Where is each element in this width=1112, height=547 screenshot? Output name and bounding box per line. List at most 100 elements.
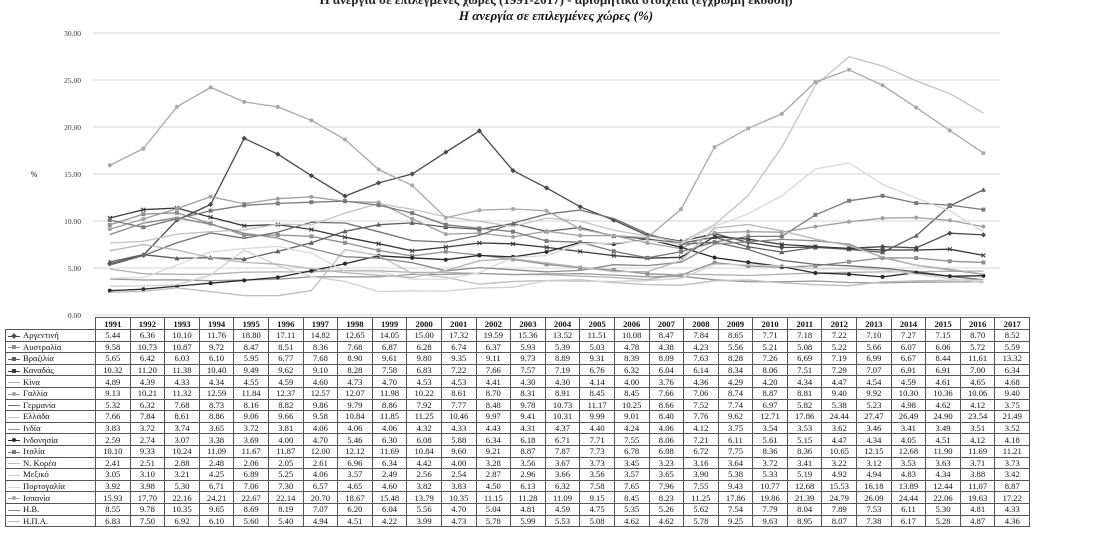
data-label: 9.11: [476, 353, 511, 365]
data-label: 7.65: [614, 480, 649, 492]
legend-entry: Ινδία: [6, 422, 96, 434]
data-label: 7.57: [511, 364, 546, 376]
data-label: 7.68: [338, 341, 373, 353]
data-label: 5.32: [96, 399, 131, 411]
data-label: 11.85: [372, 411, 407, 423]
data-label: 11.09: [199, 445, 234, 457]
data-label: 4.34: [926, 469, 961, 481]
legend-swatch: [8, 347, 20, 348]
data-label: 4.61: [926, 376, 961, 388]
data-point: [813, 80, 817, 84]
data-label: 3.62: [822, 422, 857, 434]
data-label: 3.75: [718, 422, 753, 434]
data-label: 10.84: [407, 445, 442, 457]
data-label: 7.76: [684, 411, 719, 423]
table-row: Ινδονησία 2.59 2.74 3.07 3.38 3.69 4.00 4.70 5.4…: [6, 434, 1030, 446]
legend-entry: Ελλάδα: [6, 411, 96, 423]
data-label: 10.73: [130, 341, 165, 353]
data-point: [511, 230, 515, 234]
data-label: 11.21: [995, 445, 1030, 457]
data-label: 8.66: [649, 399, 684, 411]
data-label: 9.65: [199, 503, 234, 515]
data-label: 7.10: [857, 330, 892, 342]
y-tick-label: 15.00: [64, 170, 81, 179]
data-point: [881, 194, 885, 198]
data-label: 4.83: [891, 469, 926, 481]
data-label: 4.32: [407, 422, 442, 434]
data-label: 8.36: [303, 341, 338, 353]
data-label: 6.34: [995, 364, 1030, 376]
data-label: 2.59: [96, 434, 131, 446]
data-label: 4.05: [891, 434, 926, 446]
x-tick-label: 2012: [822, 318, 857, 330]
table-row: Βραζιλία 5.65 6.42 6.03 6.10 5.95 6.77 7.68 8.90…: [6, 353, 1030, 365]
x-tick-label: 1996: [268, 318, 303, 330]
data-label: 3.49: [926, 422, 961, 434]
data-point: [780, 234, 784, 238]
data-point: [713, 231, 717, 235]
data-label: 6.74: [441, 341, 476, 353]
data-label: 2.56: [407, 469, 442, 481]
data-label: 7.15: [926, 330, 961, 342]
data-point: [679, 207, 683, 211]
data-label: 15.93: [96, 492, 131, 504]
data-label: 3.05: [96, 469, 131, 481]
data-point: [208, 202, 213, 207]
data-label: 6.06: [926, 341, 961, 353]
data-point: [948, 203, 952, 207]
data-label: 6.57: [303, 480, 338, 492]
data-label: 4.89: [96, 376, 131, 388]
data-label: 9.61: [372, 353, 407, 365]
data-point: [847, 199, 851, 203]
data-point: [847, 272, 851, 276]
data-point: [175, 207, 179, 211]
data-label: 20.70: [303, 492, 338, 504]
data-label: 9.35: [441, 353, 476, 365]
data-label: 8.81: [787, 387, 822, 399]
data-label: 3.83: [441, 480, 476, 492]
data-label: 3.72: [234, 422, 269, 434]
data-label: 12.68: [891, 445, 926, 457]
data-label: 6.36: [130, 330, 165, 342]
data-label: 7.58: [372, 364, 407, 376]
data-point: [813, 213, 817, 217]
data-label: 7.55: [614, 434, 649, 446]
x-tick-label: 2000: [407, 318, 442, 330]
data-point: [309, 234, 313, 238]
table-row: Αυστραλία 9.58 10.73 10.87 9.72 8.47 8.51 8.36 7…: [6, 341, 1030, 353]
data-label: 4.59: [545, 503, 580, 515]
data-label: 4.47: [822, 376, 857, 388]
data-label: 4.36: [684, 376, 719, 388]
data-label: 9.58: [303, 411, 338, 423]
data-label: 8.04: [787, 503, 822, 515]
data-label: 6.72: [684, 445, 719, 457]
data-point: [108, 218, 112, 222]
x-tick-label: 2011: [787, 318, 822, 330]
data-label: 6.13: [511, 480, 546, 492]
data-label: 9.78: [511, 399, 546, 411]
data-label: 4.30: [545, 376, 580, 388]
x-tick-label: 2017: [995, 318, 1030, 330]
data-label: 5.30: [926, 503, 961, 515]
data-label: 10.36: [926, 387, 961, 399]
x-tick-label: 2010: [753, 318, 788, 330]
data-label: 9.79: [338, 399, 373, 411]
data-label: 7.87: [545, 445, 580, 457]
data-label: 11.25: [684, 492, 719, 504]
data-point: [141, 147, 145, 151]
data-label: 6.11: [718, 434, 753, 446]
data-label: 6.03: [165, 353, 200, 365]
data-label: 2.41: [96, 457, 131, 469]
data-label: 2.06: [234, 457, 269, 469]
legend-entry: Γερμανία: [6, 399, 96, 411]
data-label: 6.67: [891, 353, 926, 365]
data-label: 12.68: [787, 480, 822, 492]
data-label: 3.51: [960, 422, 995, 434]
data-label: 3.73: [580, 457, 615, 469]
data-label: 8.45: [580, 387, 615, 399]
data-label: 7.68: [165, 399, 200, 411]
x-tick-label: 2005: [580, 318, 615, 330]
y-axis-ticks: 0.00 5.00 10.00 15.00 20.00 25.00 30.00: [64, 29, 81, 318]
data-label: 2.61: [303, 457, 338, 469]
data-label: 7.53: [857, 503, 892, 515]
